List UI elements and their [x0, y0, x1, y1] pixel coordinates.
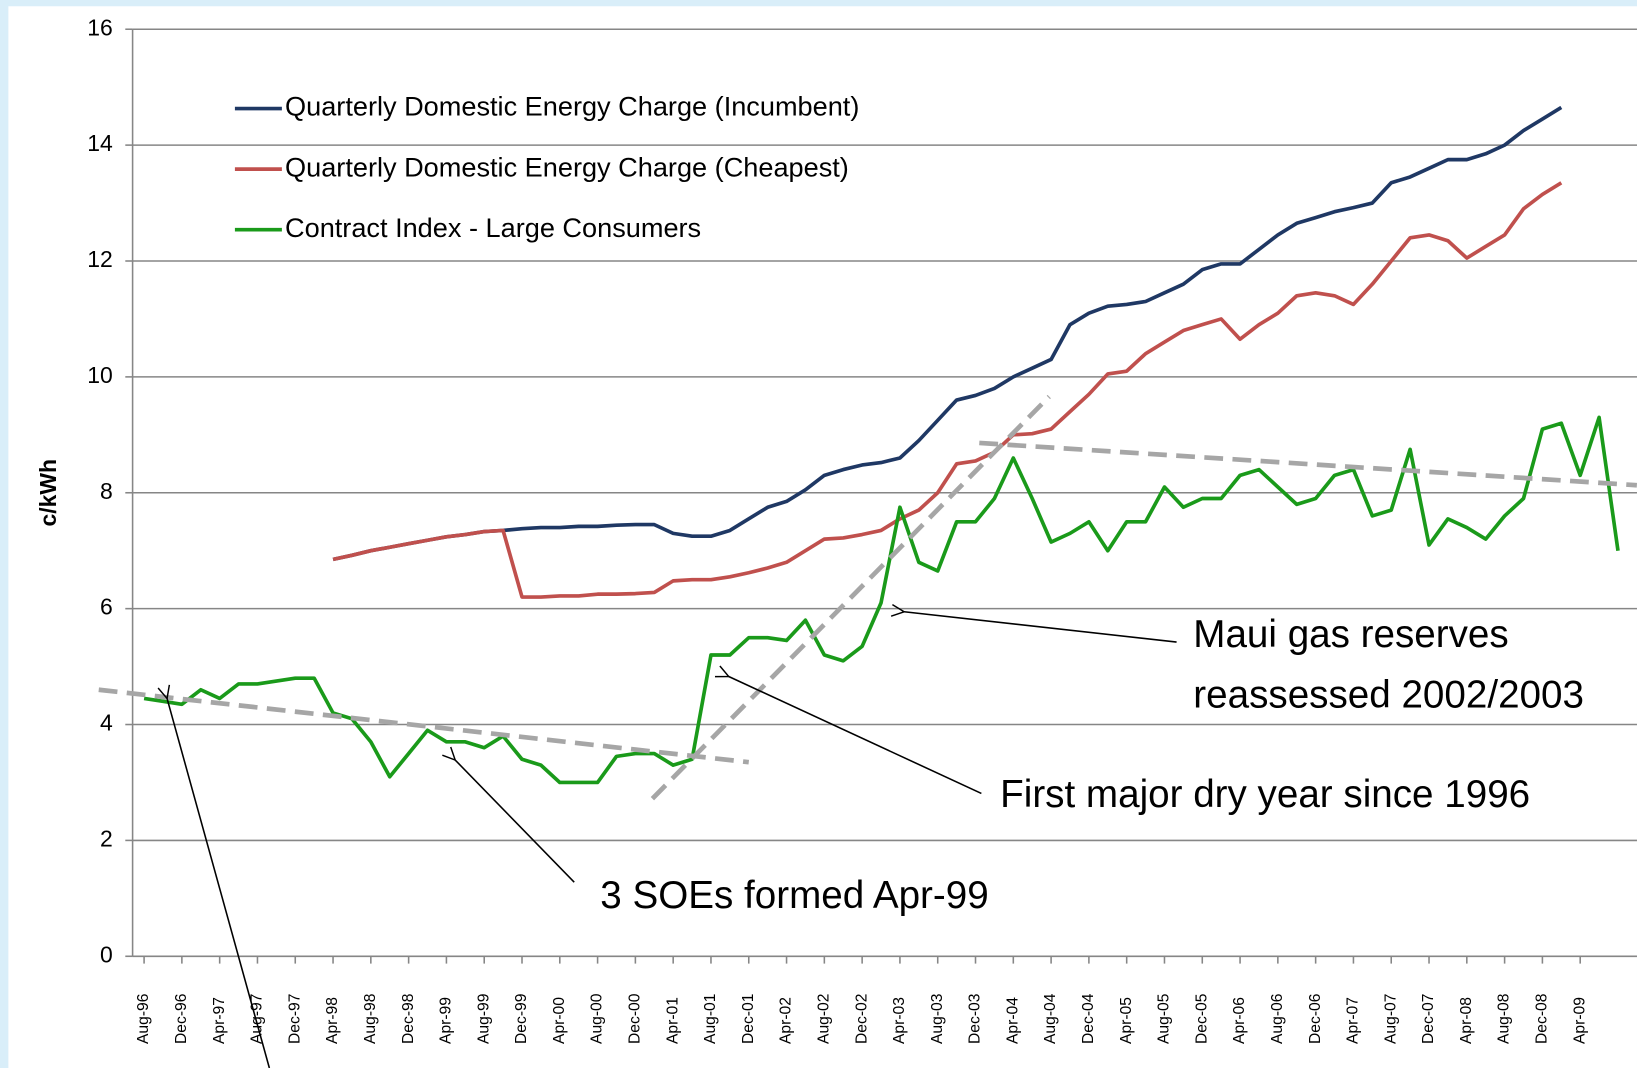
x-tick-label: Dec-97: [286, 994, 303, 1044]
x-tick-label: Dec-96: [173, 993, 190, 1044]
annotation-arrow: [729, 677, 982, 795]
x-tick-label: Apr-02: [778, 997, 795, 1044]
x-tick-label: Apr-99: [438, 997, 455, 1044]
x-tick-label: Aug-08: [1496, 993, 1513, 1044]
x-tick-label: Dec-06: [1307, 993, 1324, 1044]
annotation-text: Maui gas reserves: [1193, 613, 1508, 656]
x-tick-label: Aug-07: [1382, 994, 1399, 1044]
x-tick-label: Apr-09: [1571, 997, 1588, 1044]
y-axis-label: c/kWh: [35, 459, 61, 527]
x-tick-label: Aug-04: [1042, 993, 1059, 1044]
x-tick-label: Dec-01: [740, 994, 757, 1044]
x-tick-label: Dec-03: [967, 993, 984, 1044]
annotation-arrow: [455, 760, 575, 883]
y-tick-label: 6: [100, 594, 113, 620]
y-tick-label: 14: [87, 130, 113, 156]
x-tick-label: Apr-04: [1004, 997, 1021, 1044]
legend-label: Quarterly Domestic Energy Charge (Incumb…: [285, 91, 859, 122]
annotation-text: reassessed 2002/2003: [1193, 674, 1584, 717]
x-tick-label: Dec-99: [513, 994, 530, 1044]
y-tick-label: 4: [100, 710, 113, 736]
annotation-text: First major dry year since 1996: [1000, 773, 1530, 816]
x-tick-label: Dec-02: [853, 994, 870, 1044]
x-tick-label: Aug-03: [929, 993, 946, 1044]
y-tick-label: 8: [100, 478, 113, 504]
x-tick-label: Apr-08: [1458, 997, 1475, 1044]
x-tick-label: Apr-05: [1118, 997, 1135, 1044]
x-tick-label: Aug-00: [589, 993, 606, 1044]
x-tick-label: Dec-98: [400, 993, 417, 1044]
series-line: [332, 105, 1563, 562]
annotation-text: 3 SOEs formed Apr-99: [600, 874, 988, 917]
x-tick-label: Aug-05: [1156, 993, 1173, 1044]
x-tick-label: Dec-04: [1080, 993, 1097, 1044]
legend-label: Contract Index - Large Consumers: [285, 212, 701, 243]
x-tick-label: Aug-99: [475, 994, 492, 1044]
x-tick-label: Dec-08: [1534, 993, 1551, 1044]
x-tick-label: Apr-01: [664, 997, 681, 1044]
x-tick-label: Aug-01: [702, 994, 719, 1044]
legend-label: Quarterly Domestic Energy Charge (Cheape…: [285, 151, 849, 182]
x-tick-label: Apr-07: [1345, 997, 1362, 1044]
x-tick-label: Aug-98: [362, 993, 379, 1044]
annotation-arrow: [167, 698, 271, 1068]
y-tick-label: 2: [100, 825, 113, 851]
x-tick-label: Apr-98: [324, 997, 341, 1044]
x-tick-label: Aug-06: [1269, 993, 1286, 1044]
annotation-arrow: [904, 612, 1177, 643]
trend-line: [98, 687, 750, 765]
trend-line: [650, 394, 1051, 801]
series-line: [332, 181, 1563, 599]
x-tick-label: Apr-06: [1231, 997, 1248, 1044]
y-tick-label: 0: [100, 941, 113, 967]
x-tick-label: Apr-00: [551, 997, 568, 1044]
x-tick-label: Dec-05: [1193, 993, 1210, 1044]
x-tick-label: Aug-96: [135, 993, 152, 1044]
chart-area: [8, 6, 1637, 1068]
x-tick-label: Aug-02: [815, 994, 832, 1044]
trend-line: [979, 440, 1637, 488]
x-tick-label: Apr-97: [211, 997, 228, 1044]
y-tick-label: 10: [87, 362, 113, 388]
series-line: [143, 415, 1620, 785]
x-tick-label: Apr-03: [891, 997, 908, 1044]
y-tick-label: 12: [87, 246, 113, 272]
x-tick-label: Dec-07: [1420, 994, 1437, 1044]
y-tick-label: 16: [87, 14, 113, 40]
x-tick-label: Dec-00: [627, 993, 644, 1044]
